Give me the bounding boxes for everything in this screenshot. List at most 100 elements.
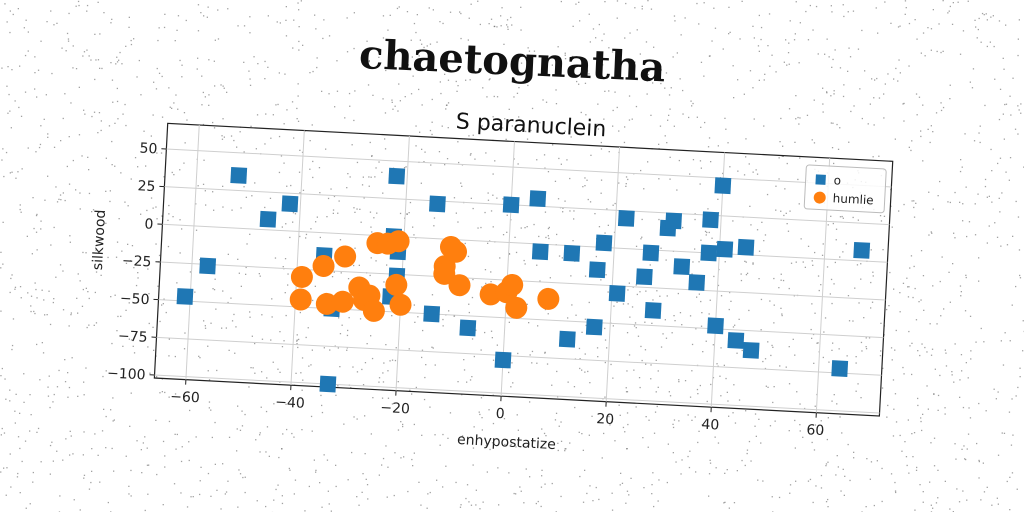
noise-speck	[897, 26, 900, 28]
noise-speck	[528, 443, 530, 445]
noise-speck	[469, 51, 471, 53]
noise-speck	[588, 301, 590, 304]
noise-speck	[492, 359, 495, 361]
noise-speck	[467, 39, 469, 41]
noise-speck	[36, 297, 38, 299]
noise-speck	[666, 142, 668, 144]
noise-speck	[322, 37, 324, 40]
noise-speck	[949, 301, 951, 303]
noise-speck	[668, 391, 670, 393]
noise-speck	[970, 350, 972, 352]
noise-speck	[103, 12, 105, 14]
noise-speck	[40, 40, 42, 42]
noise-speck	[173, 483, 176, 485]
noise-speck	[213, 209, 215, 211]
noise-speck	[709, 462, 712, 464]
noise-speck	[420, 182, 422, 184]
noise-speck	[822, 111, 824, 113]
noise-speck	[236, 428, 238, 430]
point-o	[429, 195, 446, 213]
noise-speck	[681, 459, 683, 461]
noise-speck	[24, 91, 27, 93]
noise-speck	[431, 294, 434, 296]
noise-speck	[294, 213, 297, 215]
noise-speck	[302, 379, 304, 381]
noise-speck	[531, 107, 534, 110]
noise-speck	[271, 298, 273, 300]
noise-speck	[927, 128, 929, 130]
noise-speck	[666, 295, 668, 297]
noise-speck	[291, 432, 293, 435]
noise-speck	[653, 46, 655, 48]
noise-speck	[409, 201, 412, 204]
noise-speck	[386, 496, 388, 498]
noise-speck	[732, 220, 734, 222]
noise-speck	[852, 10, 855, 12]
noise-speck	[215, 308, 217, 310]
noise-speck	[12, 318, 15, 320]
noise-speck	[511, 125, 513, 127]
noise-speck	[502, 198, 504, 200]
noise-speck	[547, 313, 549, 315]
noise-speck	[659, 125, 662, 127]
noise-speck	[799, 403, 801, 405]
noise-speck	[523, 502, 525, 504]
noise-speck	[664, 319, 666, 321]
noise-speck	[51, 441, 53, 443]
noise-speck	[660, 82, 662, 85]
noise-speck	[347, 278, 350, 280]
noise-speck	[128, 16, 130, 18]
noise-speck	[692, 159, 695, 161]
noise-speck	[286, 109, 288, 111]
noise-speck	[336, 90, 339, 92]
noise-speck	[881, 500, 883, 503]
point-o	[199, 257, 217, 275]
noise-speck	[898, 210, 900, 212]
noise-speck	[513, 96, 515, 98]
noise-speck	[865, 506, 867, 508]
noise-speck	[356, 496, 358, 498]
noise-speck	[813, 449, 816, 451]
noise-speck	[616, 106, 618, 109]
noise-speck	[864, 70, 866, 72]
noise-speck	[347, 479, 349, 481]
point-o	[617, 209, 635, 227]
noise-speck	[477, 227, 479, 229]
noise-speck	[137, 272, 139, 274]
noise-speck	[937, 394, 940, 397]
noise-speck	[353, 264, 355, 267]
noise-speck	[457, 85, 459, 87]
noise-speck	[911, 342, 913, 344]
noise-speck	[53, 226, 55, 229]
noise-speck	[239, 429, 242, 431]
noise-speck	[794, 354, 796, 356]
noise-speck	[645, 41, 648, 43]
noise-speck	[581, 433, 583, 435]
noise-speck	[77, 312, 79, 314]
noise-speck	[95, 59, 97, 61]
noise-speck	[915, 469, 918, 471]
noise-speck	[757, 45, 760, 47]
noise-speck	[351, 451, 353, 454]
noise-speck	[941, 256, 943, 258]
noise-speck	[1017, 133, 1019, 135]
noise-speck	[392, 108, 394, 110]
noise-speck	[341, 324, 343, 326]
noise-speck	[158, 27, 160, 29]
noise-speck	[109, 200, 111, 203]
noise-speck	[892, 435, 895, 437]
noise-speck	[758, 79, 760, 81]
noise-speck	[205, 204, 207, 206]
noise-speck	[720, 347, 722, 349]
noise-speck	[648, 419, 650, 421]
noise-speck	[831, 11, 833, 13]
noise-speck	[267, 15, 269, 17]
noise-speck	[887, 404, 889, 407]
noise-speck	[383, 281, 385, 283]
noise-speck	[157, 285, 159, 287]
noise-speck	[552, 144, 554, 146]
noise-speck	[999, 211, 1001, 213]
noise-speck	[964, 133, 966, 135]
noise-speck	[171, 107, 173, 109]
noise-speck	[894, 490, 897, 492]
